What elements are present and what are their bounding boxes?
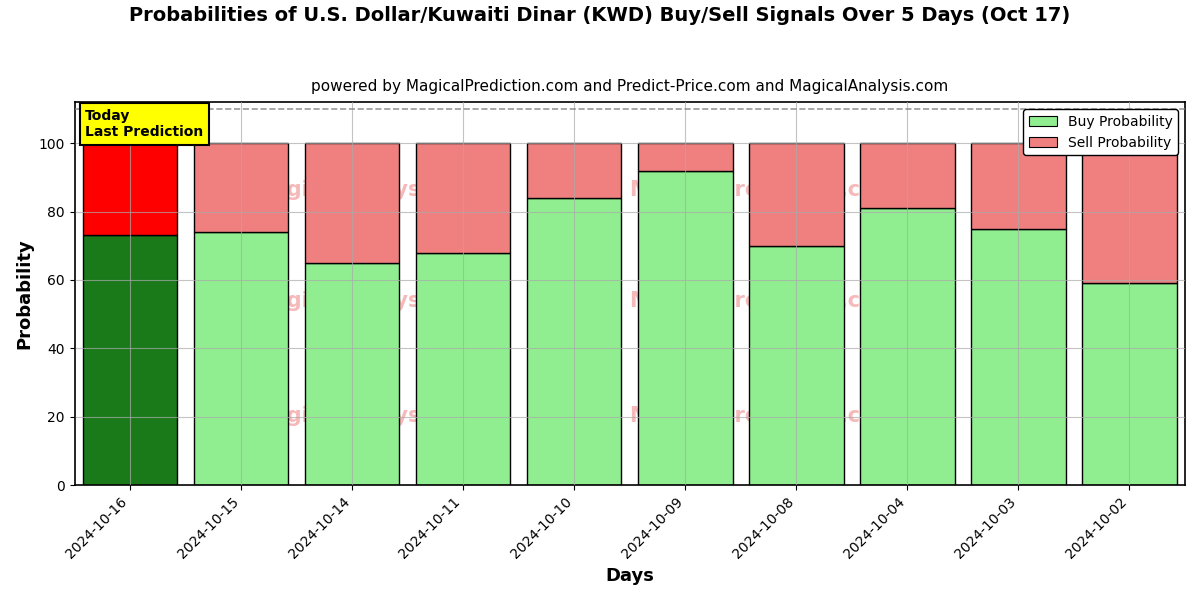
Bar <box>416 143 510 253</box>
Bar <box>305 263 400 485</box>
Bar <box>416 253 510 485</box>
Bar <box>638 170 732 485</box>
Legend: Buy Probability, Sell Probability: Buy Probability, Sell Probability <box>1024 109 1178 155</box>
Bar <box>1082 283 1177 485</box>
Bar <box>860 143 955 208</box>
X-axis label: Days: Days <box>605 567 654 585</box>
Text: MagicalPrediction.com: MagicalPrediction.com <box>630 291 896 311</box>
Bar <box>527 143 622 198</box>
Bar <box>638 143 732 170</box>
Text: MagicalPrediction.com: MagicalPrediction.com <box>630 180 896 200</box>
Bar <box>305 143 400 263</box>
Bar <box>860 208 955 485</box>
Text: MagicalPrediction.com: MagicalPrediction.com <box>630 406 896 426</box>
Bar <box>749 246 844 485</box>
Bar <box>83 143 178 235</box>
Text: MagicalAnalysis.com: MagicalAnalysis.com <box>252 291 497 311</box>
Bar <box>527 198 622 485</box>
Bar <box>83 235 178 485</box>
Text: MagicalAnalysis.com: MagicalAnalysis.com <box>252 406 497 426</box>
Title: powered by MagicalPrediction.com and Predict-Price.com and MagicalAnalysis.com: powered by MagicalPrediction.com and Pre… <box>311 79 948 94</box>
Bar <box>971 143 1066 229</box>
Bar <box>749 143 844 246</box>
Y-axis label: Probability: Probability <box>16 238 34 349</box>
Text: Today
Last Prediction: Today Last Prediction <box>85 109 204 139</box>
Bar <box>971 229 1066 485</box>
Bar <box>1082 143 1177 283</box>
Bar <box>194 143 288 232</box>
Text: Probabilities of U.S. Dollar/Kuwaiti Dinar (KWD) Buy/Sell Signals Over 5 Days (O: Probabilities of U.S. Dollar/Kuwaiti Din… <box>130 6 1070 25</box>
Bar <box>194 232 288 485</box>
Text: MagicalAnalysis.com: MagicalAnalysis.com <box>252 180 497 200</box>
